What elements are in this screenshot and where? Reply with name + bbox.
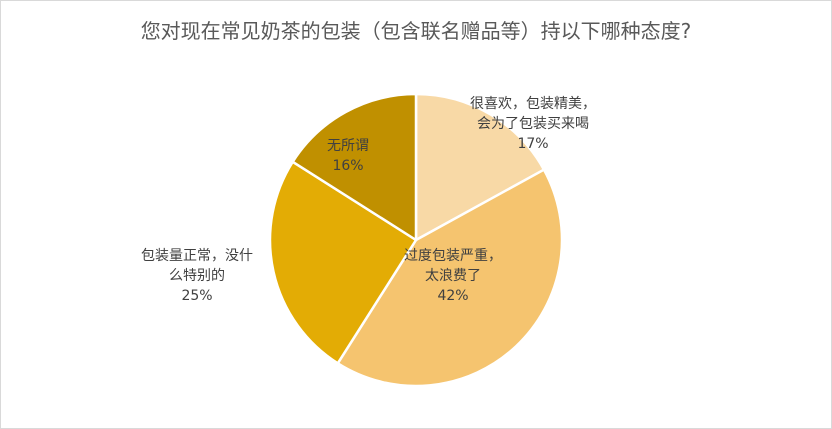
category-label-line: 么特别的 — [169, 268, 225, 284]
data-label: 包装量正常，没什么特别的 25% — [141, 248, 253, 304]
category-label-line: 会为了包装买来喝 — [477, 116, 589, 132]
data-label: 无所谓 16% — [327, 138, 369, 174]
slice-label-4: 无所谓 16% — [327, 138, 369, 174]
percent-label: 25% — [181, 288, 212, 304]
slice-label-1: 很喜欢，包装精美， 会为了包装买来喝 17% — [470, 96, 596, 152]
data-label: 过度包装严重， 太浪费了 42% — [404, 248, 502, 304]
pie-slice-4 — [291, 92, 418, 242]
category-label-line: 太浪费了 — [425, 268, 481, 284]
data-label: 很喜欢，包装精美， 会为了包装买来喝 17% — [470, 96, 596, 152]
slice-label-2: 过度包装严重， 太浪费了 42% — [404, 248, 502, 304]
percent-label: 42% — [437, 288, 468, 304]
slice-label-3: 包装量正常，没什么特别的 25% — [141, 248, 253, 304]
pie-slice-2 — [336, 168, 564, 388]
category-label-line: 包装量正常，没什 — [141, 248, 253, 264]
percent-label: 17% — [517, 136, 548, 152]
category-label-line: 无所谓 — [327, 138, 369, 154]
category-label-line: 过度包装严重， — [404, 248, 502, 264]
pie-slice-3 — [268, 160, 418, 365]
category-label-line: 很喜欢，包装精美， — [470, 96, 596, 112]
percent-label: 16% — [332, 158, 363, 174]
chart-title: 您对现在常见奶茶的包装（包含联名赠品等）持以下哪种态度? — [140, 19, 692, 43]
pie-slice-1 — [414, 92, 546, 242]
